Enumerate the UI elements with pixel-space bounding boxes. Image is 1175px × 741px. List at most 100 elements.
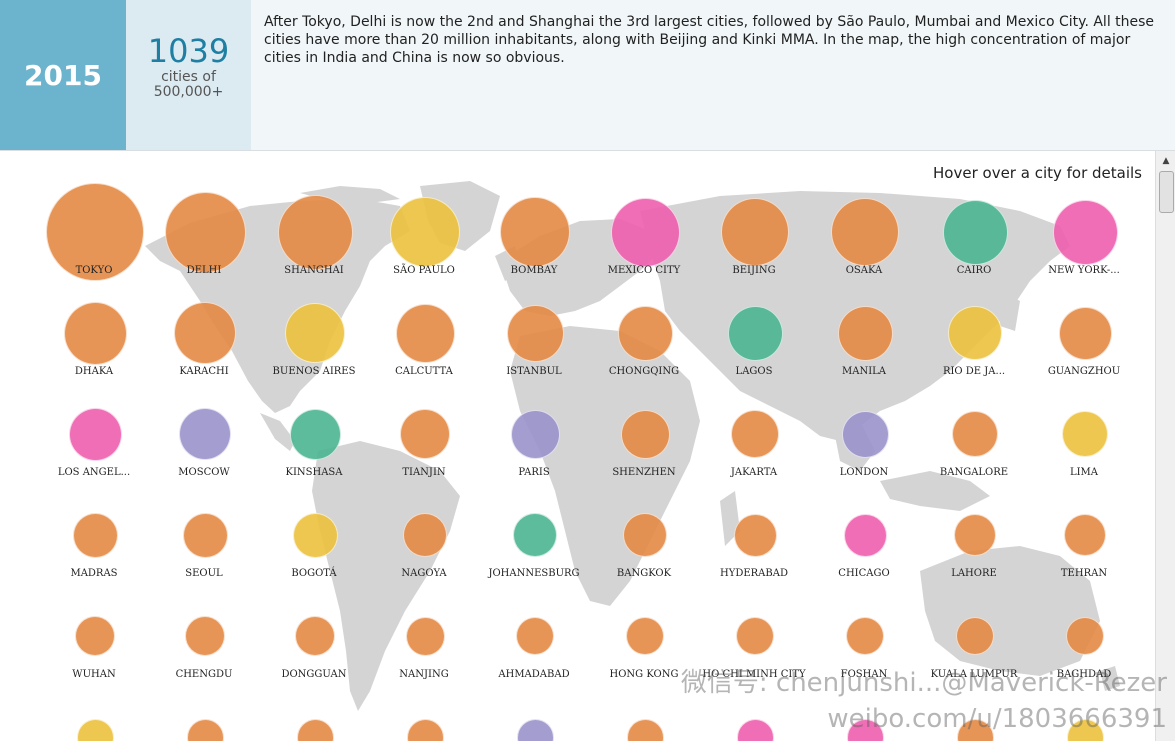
city-bubble[interactable] [292, 512, 338, 558]
city-bubble[interactable] [164, 191, 246, 273]
city-bubble[interactable] [1058, 306, 1112, 360]
city-count-label: cities of 500,000+ [126, 70, 251, 100]
city-bubble[interactable] [516, 617, 554, 655]
city-label: TEHRAN [1060, 568, 1108, 579]
city-bubble[interactable] [506, 304, 564, 362]
city-bubble[interactable] [731, 410, 779, 458]
city-count: 1039 [147, 32, 230, 70]
city-bubble[interactable] [841, 410, 889, 458]
header-panel: 2015 1039 cities of 500,000+ After Tokyo… [0, 0, 1175, 151]
scroll-up-arrow-icon[interactable]: ▲ [1162, 156, 1170, 166]
city-bubble[interactable] [63, 301, 127, 365]
city-bubble[interactable] [285, 303, 345, 363]
city-bubble[interactable] [952, 411, 998, 457]
city-bubble[interactable] [185, 616, 225, 656]
city-count-label-line1: cities of [161, 69, 216, 85]
city-label: LOS ANGEL... [57, 467, 131, 478]
city-map[interactable]: Hover over a city for details TOKYO DELHI… [0, 151, 1155, 741]
city-label: LIMA [1069, 467, 1099, 478]
city-label: SHANGHAI [284, 265, 344, 276]
city-label: WUHAN [72, 669, 116, 680]
watermark: 微信号: chenjunshi...@Maverick-Rezer weibo.… [681, 665, 1167, 737]
city-bubble[interactable] [1062, 411, 1108, 457]
city-bubble[interactable] [72, 512, 118, 558]
city-label: RIO DE JA... [942, 366, 1006, 377]
city-bubble[interactable] [1052, 199, 1118, 265]
city-bubble[interactable] [1066, 617, 1104, 655]
city-bubble[interactable] [179, 408, 231, 460]
city-label: BEIJING [732, 265, 776, 276]
city-bubble[interactable] [295, 616, 335, 656]
city-label: SÃO PAULO [393, 265, 455, 276]
city-label: TIANJIN [402, 467, 446, 478]
city-label: CALCUTTA [395, 366, 453, 377]
city-bubble[interactable] [46, 183, 144, 281]
city-bubble[interactable] [831, 198, 899, 266]
city-bubble[interactable] [623, 513, 667, 557]
city-bubble[interactable] [500, 197, 570, 267]
city-label: CAIRO [956, 265, 992, 276]
city-label: CHENGDU [175, 669, 233, 680]
city-bubble[interactable] [954, 514, 996, 556]
city-bubble[interactable] [837, 305, 893, 361]
city-bubble[interactable] [721, 198, 789, 266]
city-label: LAGOS [735, 366, 773, 377]
city-bubble[interactable] [948, 306, 1002, 360]
city-bubble[interactable] [510, 409, 560, 459]
city-bubble[interactable] [942, 199, 1008, 265]
city-label: SEOUL [185, 568, 223, 579]
city-label: KUALA LUMPUR [930, 669, 1018, 680]
city-label: JAKARTA [730, 467, 778, 478]
vertical-scrollbar[interactable]: ▲ [1155, 151, 1175, 741]
city-label: TOKYO [75, 265, 113, 276]
city-bubble[interactable] [1064, 514, 1106, 556]
city-count-label-line2: 500,000+ [153, 84, 224, 100]
city-label: NEW YORK-... [1048, 265, 1120, 276]
city-bubble[interactable] [403, 513, 447, 557]
hover-hint: Hover over a city for details [933, 164, 1142, 182]
city-label: CHONGQING [608, 366, 680, 377]
city-count-panel: 1039 cities of 500,000+ [126, 0, 251, 150]
city-bubble[interactable] [846, 617, 884, 655]
city-label: PARIS [518, 467, 550, 478]
city-bubble[interactable] [395, 303, 455, 363]
city-bubble[interactable] [513, 513, 557, 557]
city-bubble[interactable] [620, 409, 670, 459]
city-label: BAGHDAD [1056, 669, 1112, 680]
city-bubble[interactable] [736, 617, 774, 655]
city-label: LONDON [839, 467, 889, 478]
city-label: ISTANBUL [506, 366, 562, 377]
watermark-line2: weibo.com/u/1803666391 [827, 704, 1167, 734]
city-bubble[interactable] [956, 617, 994, 655]
city-bubble[interactable] [727, 305, 783, 361]
city-bubble[interactable] [733, 513, 777, 557]
city-bubble[interactable] [400, 409, 450, 459]
city-bubble[interactable] [277, 194, 353, 270]
city-label: DHAKA [74, 366, 114, 377]
year-description: After Tokyo, Delhi is now the 2nd and Sh… [264, 14, 1155, 66]
city-label: MOSCOW [178, 467, 230, 478]
city-label: CHICAGO [838, 568, 890, 579]
city-label: HONG KONG [609, 669, 679, 680]
city-label: NAGOYA [401, 568, 447, 579]
city-label: HYDERABAD [720, 568, 788, 579]
city-label: SHENZHEN [612, 467, 676, 478]
city-bubble[interactable] [182, 512, 228, 558]
city-bubble[interactable] [390, 197, 460, 267]
city-label: OSAKA [845, 265, 883, 276]
scroll-thumb[interactable] [1159, 171, 1174, 213]
city-bubble[interactable] [68, 407, 122, 461]
year-label: 2015 [0, 0, 126, 150]
city-bubble[interactable] [174, 302, 236, 364]
city-bubble[interactable] [405, 616, 445, 656]
city-bubble[interactable] [843, 513, 887, 557]
city-bubble[interactable] [626, 617, 664, 655]
city-bubble[interactable] [289, 408, 341, 460]
city-label: KINSHASA [285, 467, 343, 478]
city-bubble[interactable] [610, 197, 680, 267]
city-label: BANGKOK [616, 568, 672, 579]
city-label: FOSHAN [840, 669, 888, 680]
city-bubble[interactable] [617, 305, 673, 361]
city-label: KARACHI [179, 366, 229, 377]
city-bubble[interactable] [75, 616, 115, 656]
